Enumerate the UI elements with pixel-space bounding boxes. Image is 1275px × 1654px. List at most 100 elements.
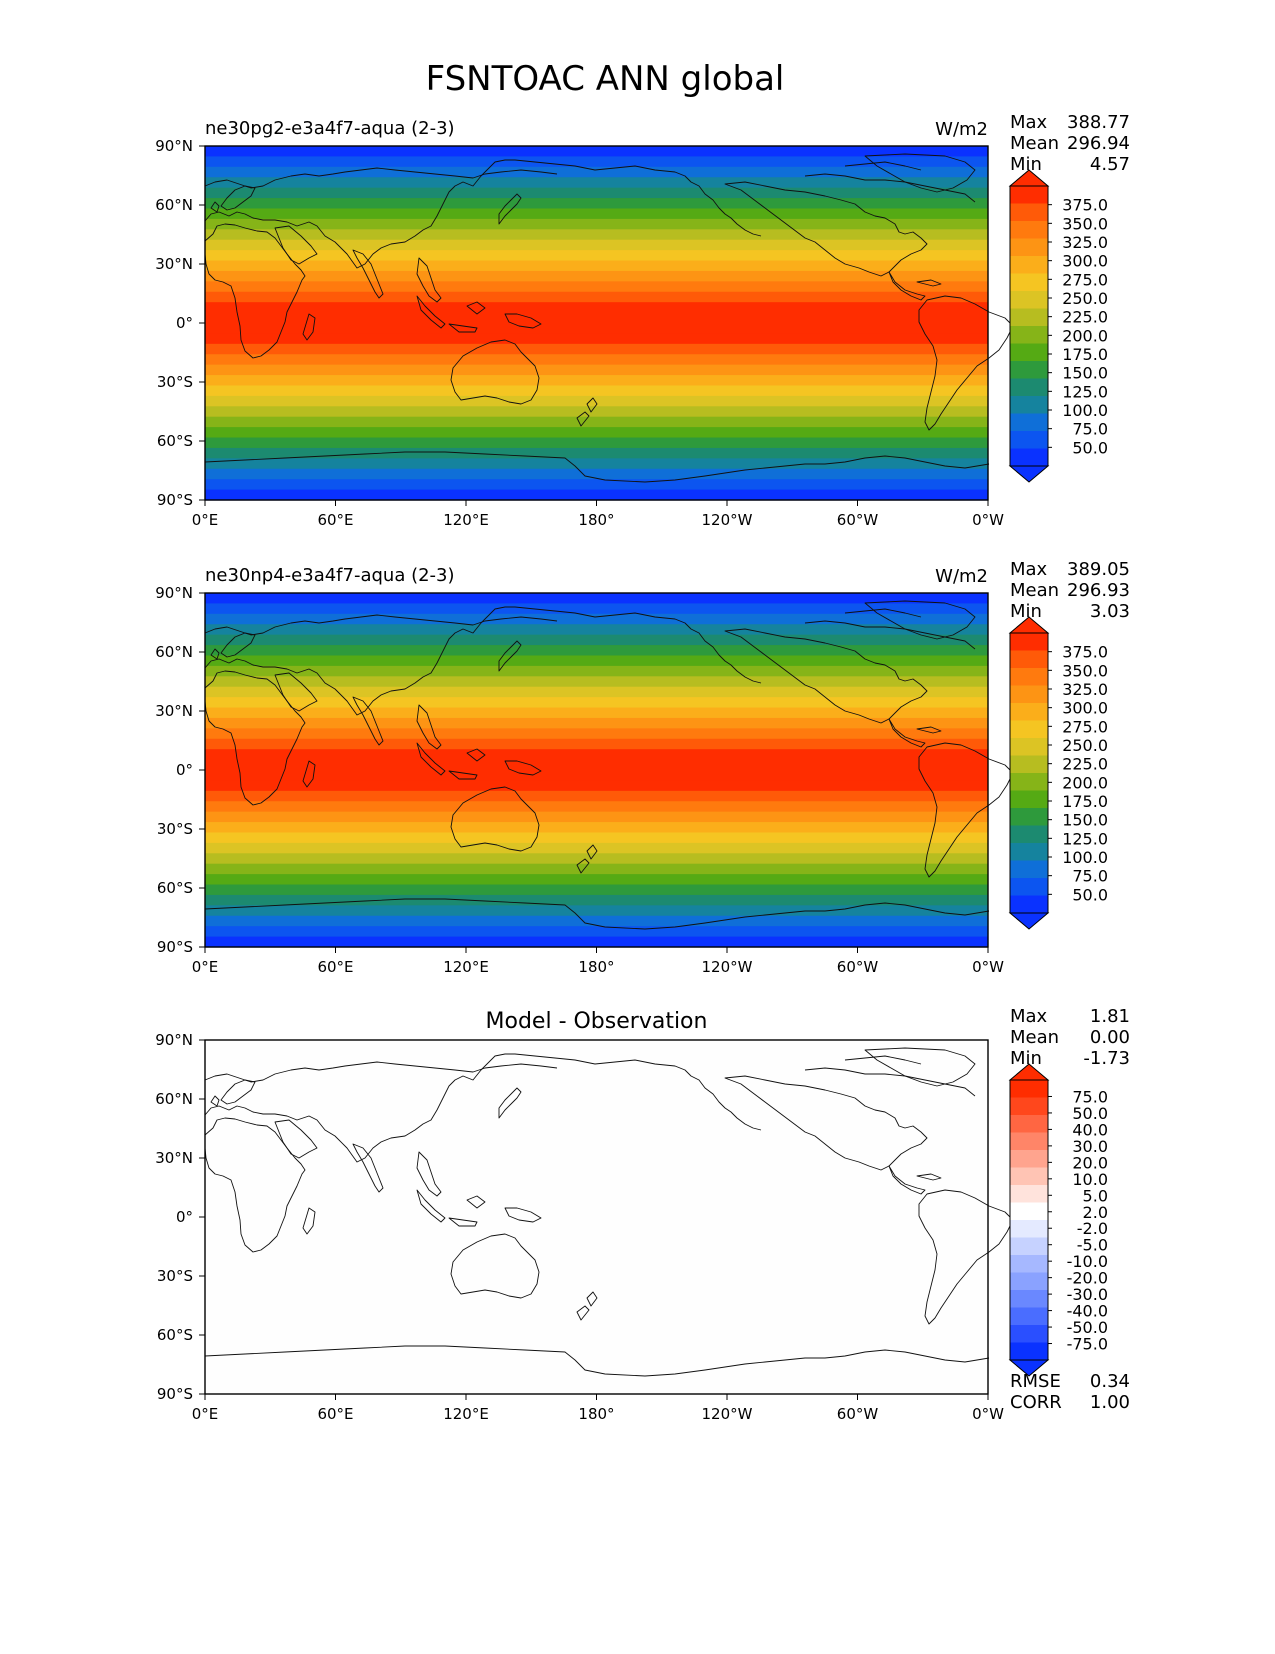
- lat-tick-label: 30°N: [155, 255, 193, 273]
- colorbar-segment: [1010, 256, 1048, 274]
- field-band: [205, 593, 988, 605]
- colorbar-label: 150.0: [1062, 364, 1108, 383]
- field-band: [205, 613, 988, 625]
- colorbar-label: 200.0: [1062, 326, 1108, 345]
- colorbar-label: -10.0: [1067, 1252, 1108, 1271]
- panel-title: ne30pg2-e3a4f7-aqua (2-3): [205, 118, 455, 139]
- field-band: [205, 603, 988, 615]
- field-band: [205, 416, 988, 428]
- colorbar-label: 125.0: [1062, 829, 1108, 848]
- colorbar-segment: [1010, 650, 1048, 669]
- stat-value: 296.93: [1067, 580, 1130, 601]
- colorbar-segment: [1010, 1132, 1048, 1151]
- colorbar-extend-min: [1008, 912, 1050, 930]
- colorbar-label: -5.0: [1077, 1236, 1108, 1255]
- colorbar-label: 40.0: [1072, 1120, 1108, 1139]
- field-band: [205, 395, 988, 407]
- lat-tick-label: 0°: [176, 1208, 193, 1226]
- colorbar-label: 350.0: [1062, 214, 1108, 233]
- lon-tick-label: 0°W: [972, 958, 1004, 976]
- colorbar-segment: [1010, 1307, 1048, 1326]
- panel-test: 90°N 60°N 30°N 0° 30°S 60°S 90°S 0°E 60°E 120°E 18…: [155, 112, 1130, 529]
- field-band: [205, 853, 988, 865]
- lon-tick-label: 120°W: [702, 958, 753, 976]
- stat-label: Mean: [1010, 580, 1059, 601]
- colorbar-segment: [1010, 860, 1048, 879]
- field-band: [205, 790, 988, 802]
- lat-tick-label: 90°S: [157, 491, 193, 509]
- stat-label: Max: [1010, 1006, 1048, 1027]
- lon-tick-label: 120°W: [702, 1405, 753, 1423]
- field-band: [205, 333, 988, 345]
- stat-value: 388.77: [1067, 112, 1130, 133]
- field-band: [205, 166, 988, 178]
- colorbar: 75.050.040.030.020.010.05.02.0-2.0-5.0-1…: [1008, 1063, 1108, 1377]
- lon-tick-label: 120°E: [443, 958, 489, 976]
- stat-label: Mean: [1010, 1027, 1059, 1048]
- colorbar-segment: [1010, 291, 1048, 309]
- colorbar-label: 325.0: [1062, 233, 1108, 252]
- corr-value: 1.00: [1090, 1392, 1130, 1413]
- colorbar-label: 275.0: [1062, 270, 1108, 289]
- stat-value: 1.81: [1090, 1006, 1130, 1027]
- field-band: [205, 770, 988, 782]
- colorbar-label: 275.0: [1062, 717, 1108, 736]
- field-band: [205, 645, 988, 657]
- colorbar-segment: [1010, 668, 1048, 686]
- lon-tick-label: 0°E: [192, 511, 219, 529]
- stat-value: 3.03: [1090, 601, 1130, 622]
- colorbar-segment: [1010, 238, 1048, 257]
- colorbar-segment: [1010, 361, 1048, 379]
- colorbar-segment: [1010, 326, 1048, 344]
- field-band: [205, 312, 988, 324]
- colorbar-segment: [1010, 221, 1048, 239]
- colorbar-label: 100.0: [1062, 401, 1108, 420]
- panel-units: W/m2: [935, 566, 988, 587]
- colorbar-segment: [1010, 1342, 1048, 1361]
- field-band: [205, 926, 988, 938]
- colorbar-segment: [1010, 1115, 1048, 1133]
- colorbar-segment: [1010, 895, 1048, 914]
- lat-tick-label: 60°S: [157, 879, 193, 897]
- colorbar-label: -50.0: [1067, 1318, 1108, 1337]
- field-band: [205, 375, 988, 387]
- colorbar-segment: [1010, 1325, 1048, 1343]
- stat-label: Mean: [1010, 133, 1059, 154]
- field-band: [205, 665, 988, 677]
- lat-tick-label: 30°S: [157, 1267, 193, 1285]
- colorbar-label: 250.0: [1062, 289, 1108, 308]
- stat-label: Min: [1010, 1048, 1042, 1069]
- panel-difference: 90°N 60°N 30°N 0° 30°S 60°S 90°S 0°E 60°E 120°E 18…: [155, 1006, 1130, 1423]
- stat-label: Min: [1010, 601, 1042, 622]
- field-band: [205, 915, 988, 927]
- lat-tick-label: 0°: [176, 314, 193, 332]
- field-band: [205, 676, 988, 688]
- field-band: [205, 811, 988, 823]
- lon-tick-label: 0°W: [972, 1405, 1004, 1423]
- colorbar-label: -30.0: [1067, 1285, 1108, 1304]
- field-band: [205, 260, 988, 272]
- colorbar-segment: [1010, 1185, 1048, 1203]
- panel-title: ne30np4-e3a4f7-aqua (2-3): [205, 565, 455, 586]
- panel-units: W/m2: [935, 119, 988, 140]
- stat-value: -1.73: [1083, 1048, 1130, 1069]
- field-band: [205, 427, 988, 439]
- field-band: [205, 738, 988, 750]
- colorbar-segment: [1010, 1080, 1048, 1098]
- colorbar-label: 325.0: [1062, 680, 1108, 699]
- lon-tick-label: 180°: [578, 958, 614, 976]
- difference-field: [205, 1040, 988, 1394]
- lat-tick-label: 90°S: [157, 1385, 193, 1403]
- colorbar-extend-min: [1008, 465, 1050, 483]
- colorbar-segment: [1010, 343, 1048, 362]
- lat-tick-label: 60°N: [155, 643, 193, 661]
- colorbar-label: 100.0: [1062, 848, 1108, 867]
- field-band: [205, 717, 988, 729]
- field-band: [205, 250, 988, 262]
- field-band: [205, 822, 988, 834]
- colorbar-label: 20.0: [1072, 1153, 1108, 1172]
- lon-tick-label: 60°W: [837, 1405, 879, 1423]
- lat-tick-label: 30°N: [155, 702, 193, 720]
- colorbar-segment: [1010, 1202, 1048, 1221]
- field-band: [205, 437, 988, 449]
